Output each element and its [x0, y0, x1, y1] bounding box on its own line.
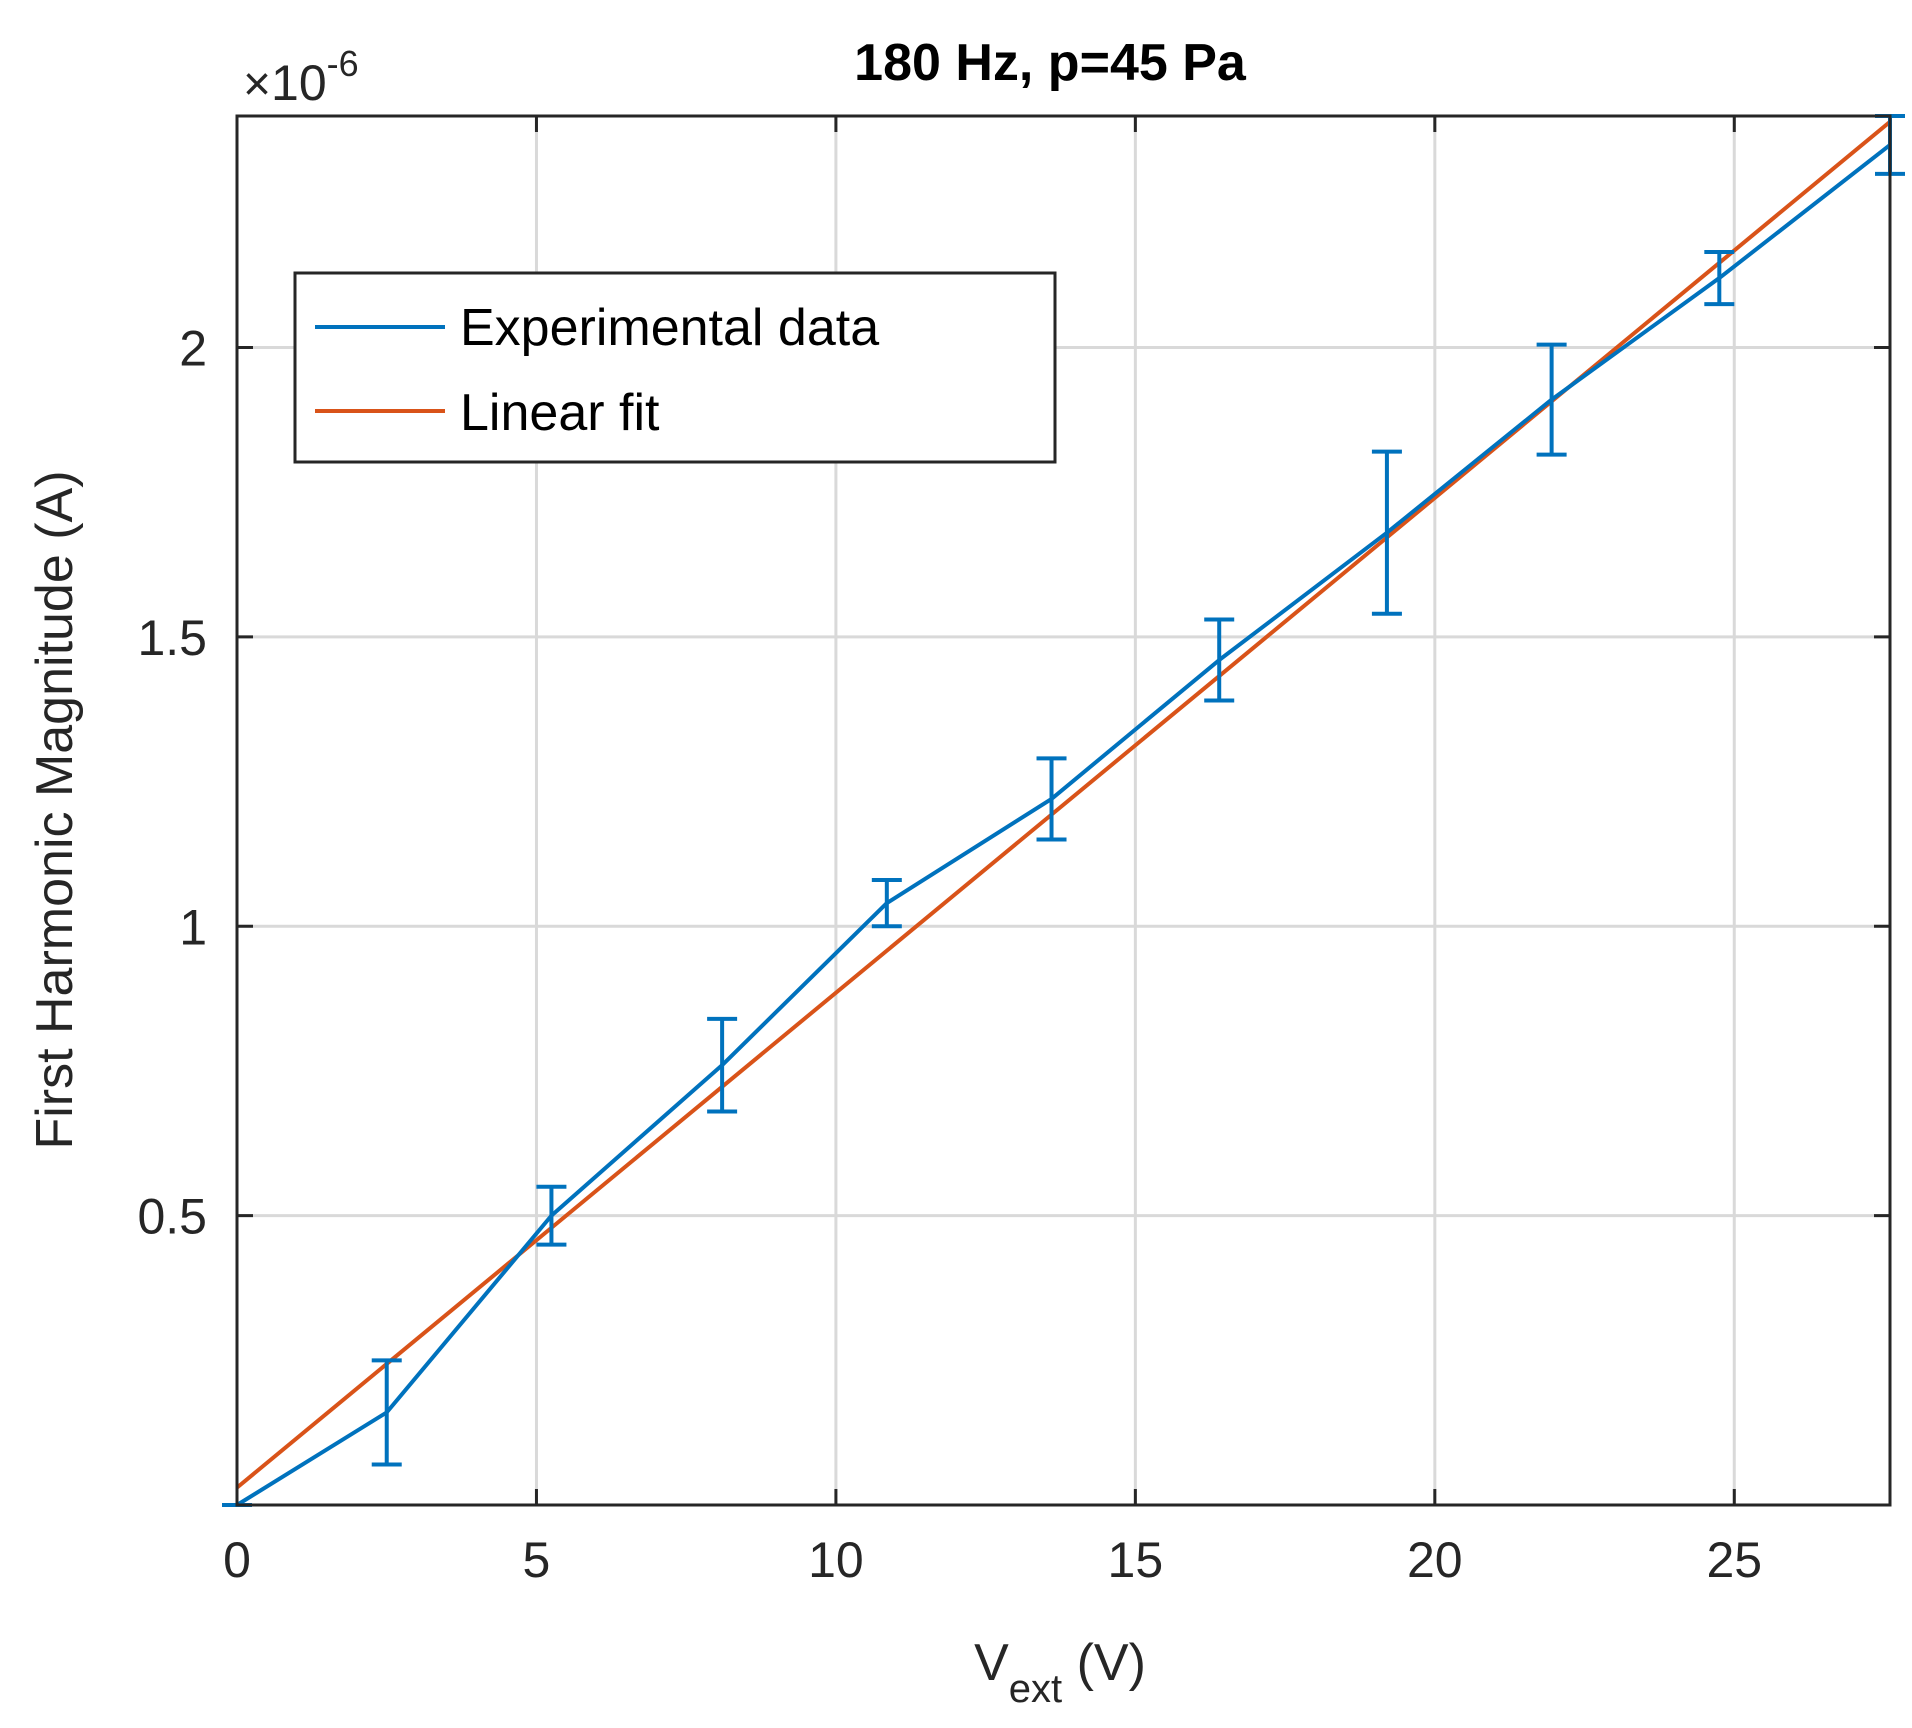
legend: Experimental data Linear fit [293, 271, 1057, 464]
legend-box [293, 271, 1057, 464]
y-exponent-label: ×10-6 [243, 43, 359, 111]
x-axis-label-unit: (V) [1062, 1634, 1146, 1692]
axis-ticks: 0 5 10 15 20 25 0.5 1 1.5 2 [137, 116, 1890, 1588]
x-tick-label: 0 [223, 1532, 251, 1588]
x-tick-label: 20 [1407, 1532, 1463, 1588]
exponent-base: 10 [271, 55, 327, 111]
times-symbol: × [243, 58, 271, 111]
x-axis-label-subscript: ext [1009, 1667, 1062, 1711]
y-tick-label: 1 [179, 899, 207, 955]
x-tick-label: 25 [1706, 1532, 1762, 1588]
exponent-power: -6 [327, 43, 359, 84]
y-axis-label: First Harmonic Magnitude (A) [26, 470, 84, 1149]
y-tick-label: 2 [179, 321, 207, 377]
x-axis-label: Vext (V) [974, 1634, 1146, 1711]
x-tick-label: 15 [1108, 1532, 1164, 1588]
y-tick-label: 1.5 [137, 610, 207, 666]
y-tick-label: 0.5 [137, 1189, 207, 1245]
x-tick-label: 5 [523, 1532, 551, 1588]
chart-title: 180 Hz, p=45 Pa [854, 34, 1247, 92]
x-axis-label-main: V [974, 1634, 1009, 1692]
axes-box [235, 114, 1892, 1507]
legend-label-experimental-data: Experimental data [460, 299, 879, 357]
legend-label-linear-fit: Linear fit [460, 384, 660, 442]
x-tick-label: 10 [808, 1532, 864, 1588]
